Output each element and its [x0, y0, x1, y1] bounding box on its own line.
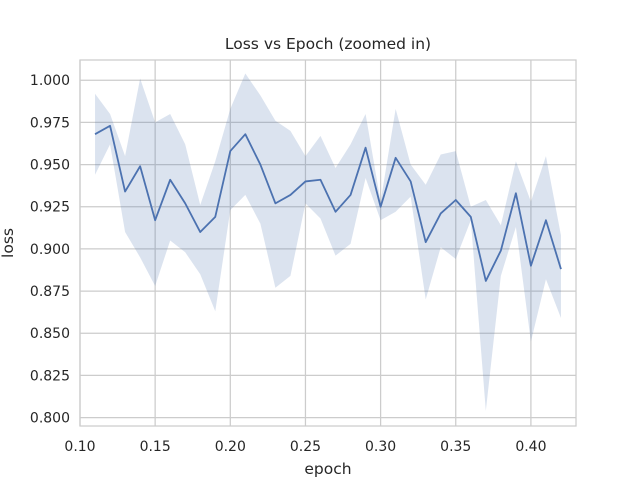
chart-title: Loss vs Epoch (zoomed in) — [225, 35, 431, 53]
y-axis-label: loss — [0, 228, 17, 258]
x-axis-label: epoch — [304, 460, 351, 478]
x-tick-label: 0.40 — [515, 439, 546, 455]
y-tick-label: 0.850 — [30, 326, 70, 342]
y-tick-labels: 0.800 0.825 0.850 0.875 0.900 0.925 0.950 0.975… — [30, 73, 70, 426]
y-tick-label: 1.000 — [30, 73, 70, 89]
grid-lines — [79, 60, 576, 426]
x-tick-label: 0.30 — [365, 439, 396, 455]
plot-frame — [79, 59, 577, 427]
y-tick-label: 0.875 — [30, 284, 70, 300]
loss-line — [94, 124, 562, 282]
y-tick-label: 0.800 — [30, 411, 70, 427]
confidence-band — [95, 73, 561, 411]
x-tick-label: 0.25 — [290, 439, 321, 455]
x-tick-labels: 0.10 0.15 0.20 0.25 0.30 0.35 0.40 — [64, 439, 546, 455]
x-tick-label: 0.20 — [215, 439, 246, 455]
y-tick-label: 0.925 — [30, 200, 70, 216]
plot-background — [80, 60, 576, 426]
y-tick-label: 0.900 — [30, 242, 70, 258]
y-tick-label: 0.950 — [30, 158, 70, 174]
y-tick-label: 0.825 — [30, 368, 70, 384]
x-tick-label: 0.35 — [440, 439, 471, 455]
x-tick-label: 0.10 — [64, 439, 95, 455]
y-tick-label: 0.975 — [30, 115, 70, 131]
x-tick-label: 0.15 — [140, 439, 171, 455]
